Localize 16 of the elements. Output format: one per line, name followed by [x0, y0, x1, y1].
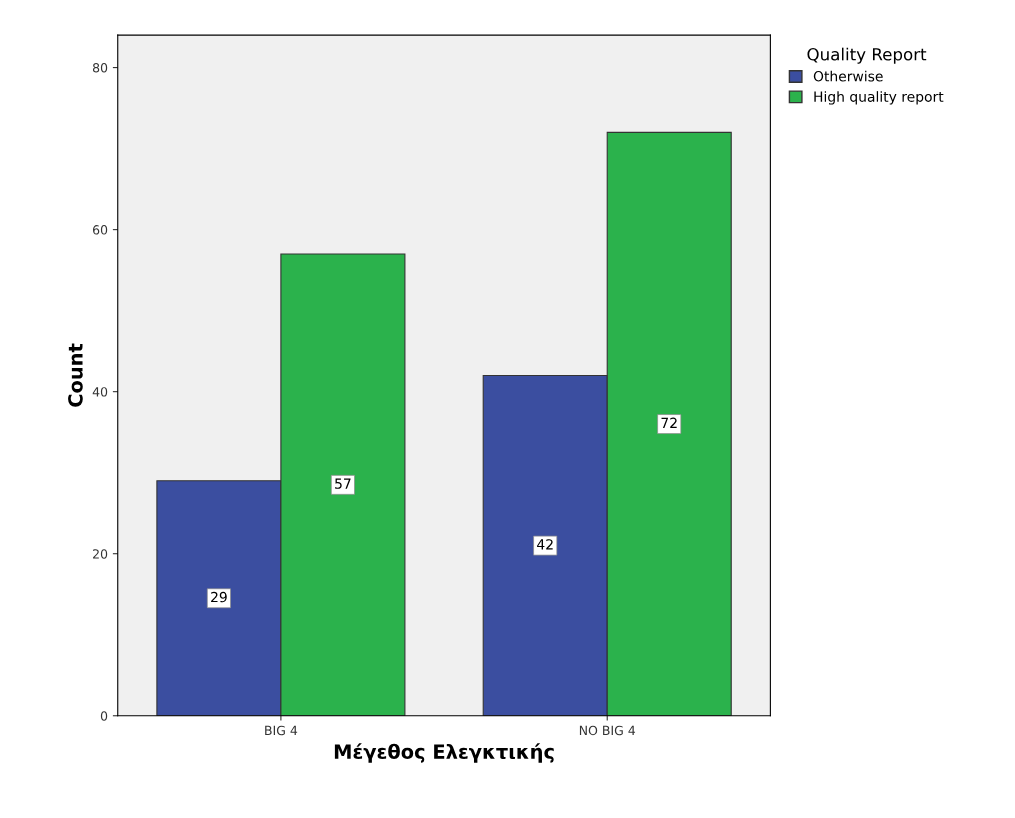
legend-label: Otherwise [813, 70, 883, 82]
y-tick-label: 20 [93, 549, 108, 559]
x-tick-label: NO BIG 4 [579, 725, 636, 736]
data-label: 72 [661, 417, 677, 428]
y-tick-label: 40 [92, 387, 108, 397]
x-axis-title: Μέγεθος Ελεγκτικής [334, 743, 554, 763]
legend-title: Quality Report [807, 47, 927, 64]
y-tick-label: 80 [92, 63, 108, 73]
y-tick-label: 60 [92, 225, 108, 235]
data-label: 57 [335, 478, 351, 489]
data-label: 29 [211, 591, 227, 603]
y-tick-label: 0 [100, 711, 108, 721]
x-tick-label: BIG 4 [265, 725, 298, 736]
y-axis-title: Count [68, 343, 83, 407]
data-label: 42 [537, 539, 553, 550]
legend-label: High quality report [814, 91, 944, 105]
